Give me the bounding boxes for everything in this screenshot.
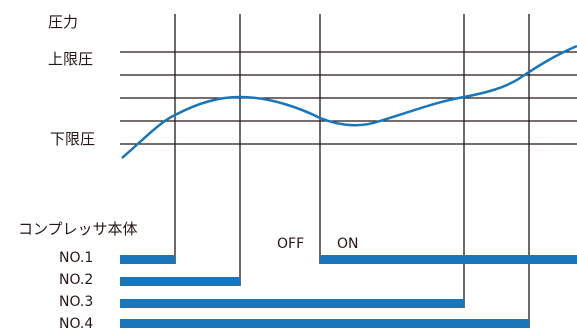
compressor-no1-bar-on [320, 255, 577, 264]
compressor-bars [120, 255, 577, 328]
lower-limit-label: 下限圧 [50, 130, 95, 148]
compressor-unit-label: コンプレッサ本体 [18, 220, 138, 238]
compressor-no3-bar [120, 299, 464, 308]
pressure-curve [121, 44, 577, 159]
compressor-no3-label: NO.3 [59, 294, 93, 310]
compressor-no1-bar [120, 255, 175, 264]
compressor-no4-label: NO.4 [59, 316, 93, 328]
compressor-no1-label: NO.1 [59, 250, 93, 266]
off-label: OFF [277, 236, 304, 252]
compressor-no2-label: NO.2 [59, 272, 93, 288]
pressure-axis-label: 圧力 [48, 13, 78, 31]
upper-limit-label: 上限圧 [48, 50, 93, 68]
compressor-no2-bar [120, 277, 240, 286]
on-label: ON [337, 236, 359, 252]
compressor-no4-bar [120, 319, 529, 328]
pressure-level-lines [120, 51, 577, 145]
